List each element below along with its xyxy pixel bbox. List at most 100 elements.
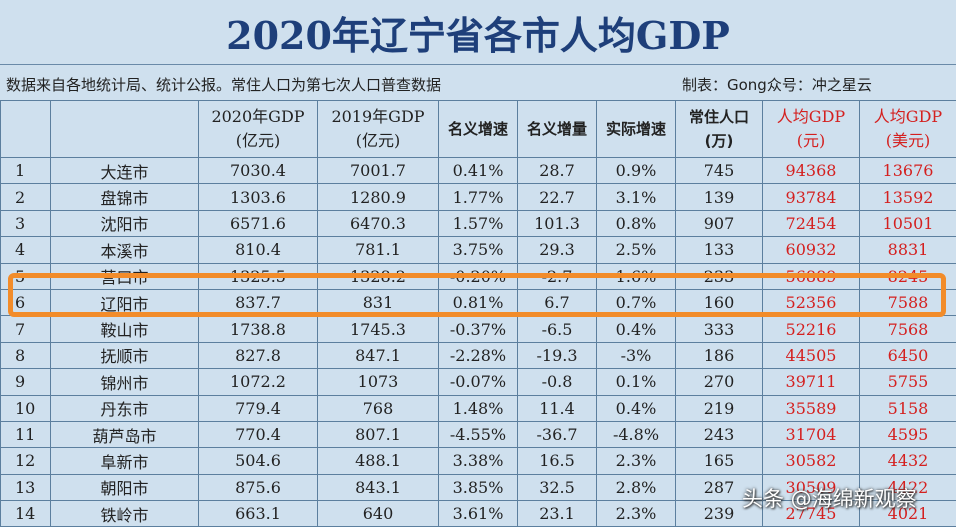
- table-title: 2020年辽宁省各市人均GDP: [0, 0, 956, 65]
- rank-cell: 3: [1, 210, 51, 236]
- nominal-growth-cell: 1.77%: [439, 184, 518, 210]
- source-note: 数据来自各地统计局、统计公报。常住人口为第七次人口普查数据: [6, 74, 441, 95]
- gdp2020-cell: 1738.8: [199, 316, 318, 342]
- city-cell: 朝阳市: [51, 474, 199, 500]
- city-cell: 丹东市: [51, 395, 199, 421]
- gdp2020-cell: 1303.6: [199, 184, 318, 210]
- population-cell: 133: [676, 237, 763, 263]
- population-cell: 219: [676, 395, 763, 421]
- nominal-growth-cell: 3.38%: [439, 448, 518, 474]
- real-growth-cell: 2.8%: [597, 474, 676, 500]
- rank-cell: 7: [1, 316, 51, 342]
- gdp-pc-usd-cell: 13592: [860, 184, 956, 210]
- maker-note: 制表：Gong众号：冲之星云: [682, 74, 872, 95]
- gdp-pc-cny-cell: 31704: [763, 421, 860, 447]
- gdp2019-header: 2019年GDP(亿元): [318, 101, 439, 158]
- gdp2019-cell: 847.1: [318, 342, 439, 368]
- nominal-growth-header: 名义增速: [439, 101, 518, 158]
- gdp-pc-usd-cell: 5755: [860, 369, 956, 395]
- city-cell: 辽阳市: [51, 289, 199, 315]
- nominal-growth-cell: 3.61%: [439, 501, 518, 527]
- city-cell: 阜新市: [51, 448, 199, 474]
- gdp-pc-cny-cell: 94368: [763, 158, 860, 184]
- city-cell: 抚顺市: [51, 342, 199, 368]
- gdp-pc-usd-cell: 7568: [860, 316, 956, 342]
- gdp2019-cell: 6470.3: [318, 210, 439, 236]
- population-cell: 160: [676, 289, 763, 315]
- gdp2020-cell: 663.1: [199, 501, 318, 527]
- nominal-increase-cell: 11.4: [518, 395, 597, 421]
- gdp-pc-cny-header: 人均GDP(元): [763, 101, 860, 158]
- population-cell: 270: [676, 369, 763, 395]
- population-cell: 139: [676, 184, 763, 210]
- real-growth-cell: -3%: [597, 342, 676, 368]
- gdp2020-cell: 6571.6: [199, 210, 318, 236]
- gdp-pc-usd-cell: 6450: [860, 342, 956, 368]
- gdp-pc-cny-cell: 56889: [763, 263, 860, 289]
- city-cell: 盘锦市: [51, 184, 199, 210]
- rank-cell: 4: [1, 237, 51, 263]
- gdp-pc-cny-cell: 72454: [763, 210, 860, 236]
- rank-cell: 11: [1, 421, 51, 447]
- population-cell: 907: [676, 210, 763, 236]
- gdp2019-cell: 640: [318, 501, 439, 527]
- gdp2019-cell: 807.1: [318, 421, 439, 447]
- population-header: 常住人口(万): [676, 101, 763, 158]
- rank-cell: 2: [1, 184, 51, 210]
- rank-cell: 9: [1, 369, 51, 395]
- gdp2020-cell: 1072.2: [199, 369, 318, 395]
- header-row: 2020年GDP(亿元) 2019年GDP(亿元) 名义增速 名义增量 实际增速…: [1, 101, 956, 158]
- real-growth-cell: 2.3%: [597, 448, 676, 474]
- city-cell: 铁岭市: [51, 501, 199, 527]
- nominal-increase-cell: 32.5: [518, 474, 597, 500]
- gdp2019-cell: 1280.9: [318, 184, 439, 210]
- city-cell: 本溪市: [51, 237, 199, 263]
- gdp2019-cell: 831: [318, 289, 439, 315]
- gdp2019-cell: 843.1: [318, 474, 439, 500]
- real-growth-header: 实际增速: [597, 101, 676, 158]
- nominal-growth-cell: -0.37%: [439, 316, 518, 342]
- nominal-growth-cell: 1.57%: [439, 210, 518, 236]
- nominal-increase-cell: 22.7: [518, 184, 597, 210]
- population-cell: 165: [676, 448, 763, 474]
- gdp2020-cell: 1325.5: [199, 263, 318, 289]
- city-cell: 沈阳市: [51, 210, 199, 236]
- nominal-growth-cell: -2.28%: [439, 342, 518, 368]
- rank-cell: 5: [1, 263, 51, 289]
- nominal-growth-cell: 1.48%: [439, 395, 518, 421]
- real-growth-cell: 1.6%: [597, 263, 676, 289]
- gdp2020-cell: 7030.4: [199, 158, 318, 184]
- real-growth-cell: 0.1%: [597, 369, 676, 395]
- nominal-increase-cell: 23.1: [518, 501, 597, 527]
- gdp2019-cell: 7001.7: [318, 158, 439, 184]
- gdp-pc-usd-cell: 7588: [860, 289, 956, 315]
- population-cell: 186: [676, 342, 763, 368]
- gdp2020-header: 2020年GDP(亿元): [199, 101, 318, 158]
- watermark: 头条 @海绵新观察: [742, 483, 917, 513]
- city-cell: 大连市: [51, 158, 199, 184]
- nominal-increase-cell: 101.3: [518, 210, 597, 236]
- gdp-pc-cny-cell: 52216: [763, 316, 860, 342]
- nominal-increase-cell: -0.8: [518, 369, 597, 395]
- gdp2020-cell: 837.7: [199, 289, 318, 315]
- gdp-pc-cny-cell: 44505: [763, 342, 860, 368]
- real-growth-cell: 3.1%: [597, 184, 676, 210]
- real-growth-cell: 0.9%: [597, 158, 676, 184]
- city-cell: 锦州市: [51, 369, 199, 395]
- gdp-pc-usd-cell: 8245: [860, 263, 956, 289]
- population-cell: 333: [676, 316, 763, 342]
- nominal-growth-cell: 3.75%: [439, 237, 518, 263]
- gdp2019-cell: 488.1: [318, 448, 439, 474]
- real-growth-cell: 2.3%: [597, 501, 676, 527]
- nominal-increase-header: 名义增量: [518, 101, 597, 158]
- real-growth-cell: 2.5%: [597, 237, 676, 263]
- real-growth-cell: -4.8%: [597, 421, 676, 447]
- gdp2019-cell: 1328.2: [318, 263, 439, 289]
- nominal-increase-cell: 29.3: [518, 237, 597, 263]
